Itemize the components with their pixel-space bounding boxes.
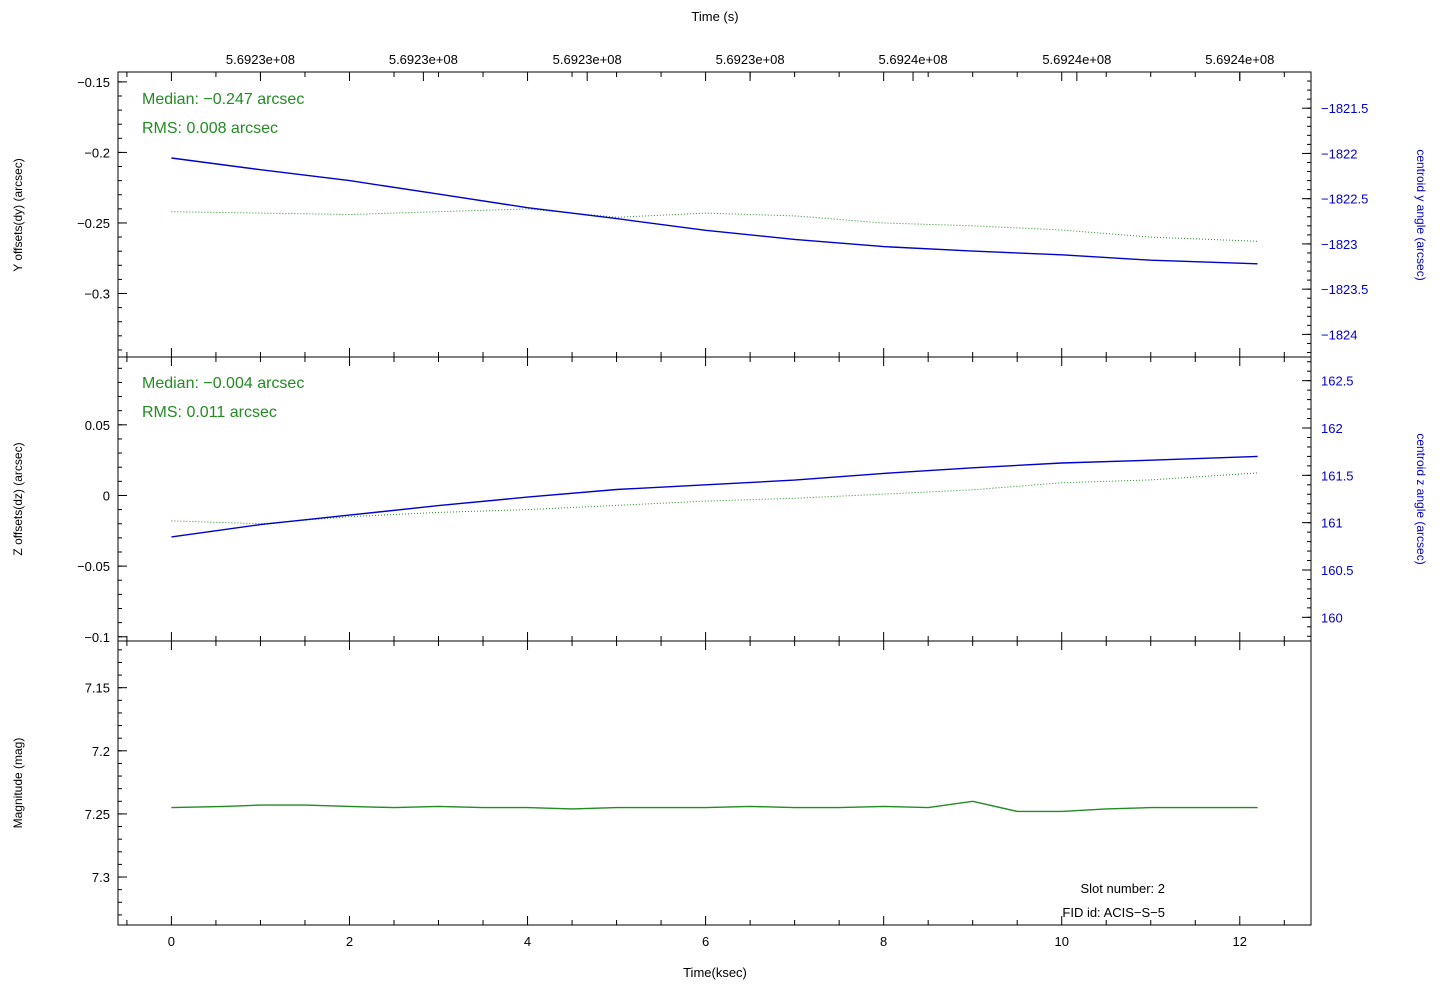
y-tick-label: 0 (103, 488, 110, 503)
panel-magnitude-frame (117, 640, 1312, 926)
top-tick-label: 5.6923e+08 (716, 52, 785, 67)
magnitude-axis-label: Magnitude (mag) (11, 738, 25, 829)
y-tick-label: −0.3 (84, 287, 110, 302)
dz-axis-label: Z offsets(dz) (arcsec) (11, 442, 25, 555)
top-tick-label: 5.6924e+08 (879, 52, 948, 67)
y-tick-label: 7.25 (85, 807, 110, 822)
fid-id-text: FID id: ACIS−S−5 (1062, 905, 1165, 920)
right-tick-label: −1822.5 (1321, 192, 1368, 207)
y-tick-label: 0.05 (85, 418, 110, 433)
x-tick-label: 10 (1054, 934, 1068, 949)
right-tick-label: 161.5 (1321, 468, 1354, 483)
right-tick-label: 161 (1321, 516, 1343, 531)
y-tick-label: −0.25 (77, 216, 110, 231)
right-tick-label: 162 (1321, 421, 1343, 436)
right-tick-label: −1824 (1321, 327, 1358, 342)
panel-dz-frame (117, 356, 1312, 642)
top-axis-label: Time (s) (691, 9, 738, 24)
top-tick-label: 5.6923e+08 (553, 52, 622, 67)
bottom-axis-label: Time(ksec) (683, 965, 747, 980)
dy-axis-ticks: −0.15 −0.2 −0.25 −0.3 (77, 75, 127, 351)
dy-offset-series (171, 208, 1258, 242)
centroid-y-axis-ticks: −1821.5 −1822 −1822.5 −1823 −1823.5 −1824 (1302, 80, 1368, 353)
top-tick-label: 5.6924e+08 (1205, 52, 1274, 67)
centroid-y-series (171, 157, 1258, 265)
bottom-axis-ticks: 0 2 4 6 8 10 12 (126, 72, 1285, 949)
dy-axis-label: Y offsets(dy) (arcsec) (11, 158, 25, 272)
x-tick-label: 2 (346, 934, 353, 949)
magnitude-series (171, 800, 1258, 813)
centroid-z-axis-label: centroid z angle (arcsec) (1414, 433, 1428, 564)
y-tick-label: −0.1 (84, 630, 110, 645)
centroid-z-axis-ticks: 162.5 162 161.5 161 160.5 160 (1302, 361, 1354, 637)
right-tick-label: 162.5 (1321, 374, 1354, 389)
top-tick-label: 5.6923e+08 (226, 52, 295, 67)
x-tick-label: 4 (524, 934, 531, 949)
x-tick-label: 12 (1233, 934, 1247, 949)
magnitude-axis-ticks: 7.15 7.2 7.25 7.3 (85, 649, 127, 916)
top-axis-ticks: 5.6923e+08 5.6923e+08 5.6923e+08 5.6923e+08… (226, 52, 1274, 81)
x-tick-label: 6 (702, 934, 709, 949)
centroid-y-axis-label: centroid y angle (arcsec) (1414, 149, 1428, 280)
y-tick-label: 7.3 (92, 870, 110, 885)
right-tick-label: −1823.5 (1321, 282, 1368, 297)
dy-rms-text: RMS: 0.008 arcsec (142, 120, 278, 137)
dy-median-text: Median: −0.247 arcsec (142, 91, 304, 108)
centroid-z-series (171, 455, 1258, 538)
y-tick-label: −0.15 (77, 75, 110, 90)
top-tick-label: 5.6923e+08 (389, 52, 458, 67)
x-tick-label: 8 (880, 934, 887, 949)
y-tick-label: 7.2 (92, 744, 110, 759)
y-tick-label: 7.15 (85, 681, 110, 696)
panel-dy: −0.15−0.2−0.25−0.3 −1821.5−1822−1822.5−1… (11, 71, 1428, 358)
y-tick-label: −0.05 (77, 559, 110, 574)
right-tick-label: −1823 (1321, 237, 1358, 252)
y-tick-label: −0.2 (84, 145, 110, 160)
right-tick-label: 160 (1321, 610, 1343, 625)
x-tick-label: 0 (168, 934, 175, 949)
dz-axis-ticks: 0.05 0 −0.05 −0.1 (77, 367, 127, 645)
dz-rms-text: RMS: 0.011 arcsec (142, 404, 277, 421)
dz-median-text: Median: −0.004 arcsec (142, 375, 304, 392)
panel-dy-frame (117, 71, 1312, 358)
panel-magnitude: 7.15 7.2 7.25 7.3 Magnitude (mag) Slot numb… (11, 640, 1312, 926)
dz-offset-series (171, 472, 1258, 525)
panel-dz: 0.050−0.05−0.1 162.5162161.5161160.5160 … (11, 356, 1428, 645)
slot-number-text: Slot number: 2 (1080, 881, 1165, 896)
right-tick-label: −1822 (1321, 146, 1358, 161)
right-tick-label: 160.5 (1321, 563, 1354, 578)
right-tick-label: −1821.5 (1321, 101, 1368, 116)
top-tick-label: 5.6924e+08 (1042, 52, 1111, 67)
